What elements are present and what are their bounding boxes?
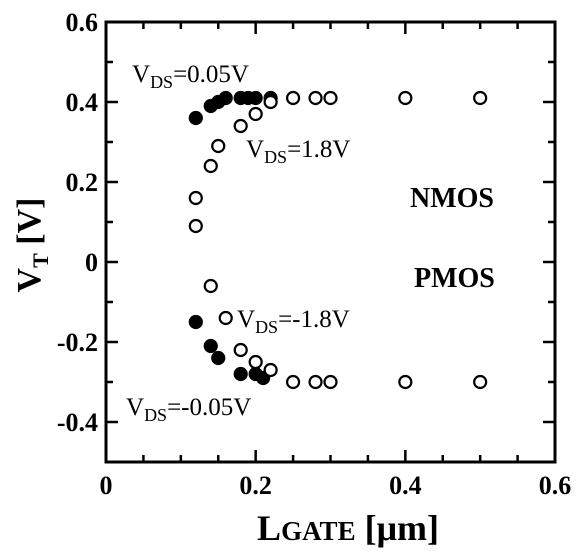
data-point-open: [188, 218, 203, 234]
y-tick-label: -0.2: [57, 328, 98, 357]
data-point-filled: [188, 314, 203, 330]
data-point-open: [473, 374, 488, 390]
data-point-filled: [218, 90, 233, 106]
data-point-open: [323, 374, 338, 390]
annotation-pmos-vds-low-sub: DS: [144, 405, 167, 425]
y-tick-label: -0.4: [57, 408, 98, 437]
axis-ticks: [104, 20, 557, 464]
x-axis-label-main: L: [257, 508, 281, 548]
annotation-nmos-vds-low-main: V: [132, 61, 150, 88]
y-tick-label: 0.2: [66, 168, 99, 197]
annotation-nmos-vds-low-rest: =0.05V: [173, 61, 249, 88]
x-axis-label-rest: [μm]: [356, 508, 439, 548]
data-point-open: [285, 374, 301, 390]
data-points: [188, 90, 488, 390]
annotation-nmos-vds-high-main: V: [246, 136, 264, 163]
annotation-pmos-vds-low-main: V: [126, 394, 144, 421]
data-point-open: [188, 190, 203, 206]
annotation-pmos-vds-high-sub: DS: [255, 317, 278, 337]
data-point-open: [263, 94, 278, 110]
data-point-filled: [203, 338, 218, 354]
annotation-nmos-vds-low: VDS=0.05V: [132, 61, 249, 92]
data-point-open: [398, 90, 413, 106]
data-point-filled: [233, 366, 248, 382]
data-point-filled: [248, 90, 263, 106]
data-point-filled: [188, 110, 203, 126]
data-point-open: [233, 118, 248, 134]
data-point-open: [211, 138, 226, 154]
data-point-open: [263, 362, 278, 378]
y-axis-label-sub: T: [28, 253, 53, 268]
annotation-nmos-vds-high: VDS=1.8V: [246, 136, 350, 167]
data-point-open: [308, 374, 323, 390]
data-point-open: [398, 374, 413, 390]
data-point-open: [248, 106, 263, 122]
pmos-label: PMOS: [414, 263, 495, 294]
y-tick-label: 0: [85, 248, 98, 277]
x-tick-label: 0: [100, 471, 113, 500]
data-point-filled: [211, 350, 226, 366]
annotation-pmos-vds-high-rest: =-1.8V: [278, 306, 350, 333]
annotation-nmos-vds-high-sub: DS: [264, 147, 287, 167]
data-point-open: [203, 158, 218, 174]
x-tick-label: 0.4: [389, 471, 422, 500]
data-point-open: [473, 90, 488, 106]
data-point-open: [218, 310, 233, 326]
y-axis-label-main: V: [11, 267, 48, 292]
annotation-pmos-vds-low-rest: =-0.05V: [167, 394, 251, 421]
annotation-nmos-vds-high-rest: =1.8V: [287, 136, 350, 163]
nmos-label: NMOS: [410, 183, 494, 214]
tick-labels: 0 0.2 0.4 0.6 -0.4 -0.2 0 0.2 0.4 0.6: [57, 8, 571, 500]
data-point-open: [285, 90, 301, 106]
annotation-pmos-vds-high: VDS=-1.8V: [237, 306, 350, 337]
data-point-open: [308, 90, 323, 106]
data-point-open: [203, 278, 218, 294]
annotation-pmos-vds-low: VDS=-0.05V: [126, 394, 251, 425]
y-tick-label: 0.6: [66, 8, 99, 37]
y-axis-label: VT [V]: [11, 198, 53, 293]
x-tick-label: 0.6: [539, 471, 572, 500]
x-axis-label: LGATE [μm]: [257, 508, 439, 548]
annotation-pmos-vds-high-main: V: [237, 306, 255, 333]
y-tick-label: 0.4: [66, 88, 99, 117]
x-tick-label: 0.2: [239, 471, 272, 500]
x-axis-label-sub: GATE: [281, 516, 356, 546]
data-point-open: [233, 342, 248, 358]
data-point-open: [248, 354, 263, 370]
y-axis-label-rest: [V]: [11, 198, 48, 254]
data-point-open: [323, 90, 338, 106]
annotation-nmos-vds-low-sub: DS: [150, 72, 173, 92]
